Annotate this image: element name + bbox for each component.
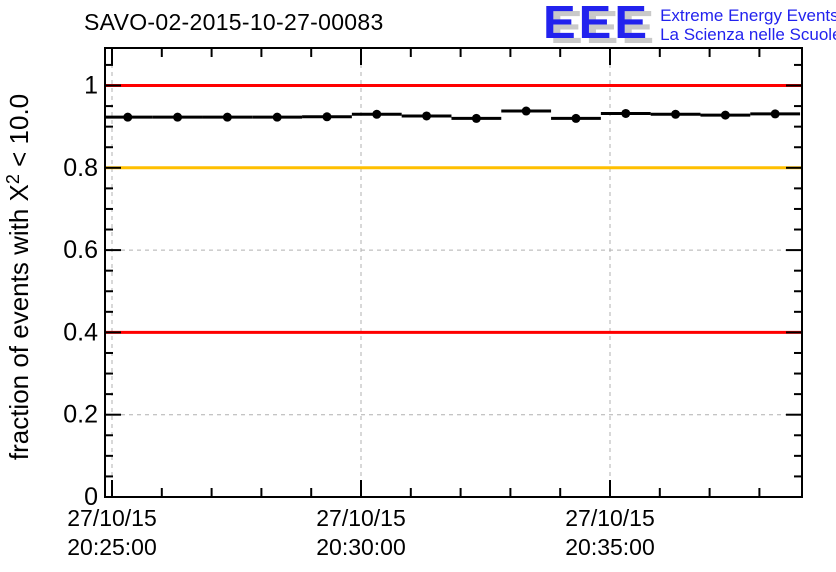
grid-lines	[105, 48, 802, 497]
data-series	[105, 106, 801, 123]
data-point	[621, 108, 631, 118]
data-point	[720, 110, 730, 120]
x-tick-label-date: 27/10/15	[316, 505, 406, 531]
y-tick-label: 0.2	[63, 401, 98, 429]
x-tick-label-time: 20:30:00	[316, 534, 406, 560]
y-axis-title-text: fraction of events with X2 < 10.0	[3, 94, 34, 460]
data-point	[571, 113, 581, 123]
axes-frame	[104, 47, 803, 498]
y-tick-label: 1	[84, 72, 98, 100]
y-tick-label: 0.4	[63, 318, 98, 346]
eee-logo-letters: EEE	[543, 0, 651, 49]
data-point	[521, 106, 531, 116]
data-point	[123, 112, 133, 122]
logo-tagline-1: Extreme Energy Events	[660, 6, 836, 25]
x-tick-label-date: 27/10/15	[67, 505, 157, 531]
data-point	[372, 109, 382, 119]
x-tick-label-date: 27/10/15	[565, 505, 655, 531]
axis-tick-labels: 0 0.2 0.4 0.6 0.8 1 27/10/15 20:25:00 27/10/15 20…	[63, 72, 655, 561]
logo-tagline-2: La Scienza nelle Scuole	[660, 25, 836, 44]
axis-ticks	[105, 48, 802, 498]
plot-frame	[104, 47, 803, 498]
y-tick-label: 0.8	[63, 154, 98, 182]
data-point	[272, 112, 282, 122]
x-tick-label-time: 20:25:00	[67, 534, 157, 560]
y-tick-label: 0	[84, 483, 98, 511]
data-point	[222, 112, 232, 122]
data-point	[322, 112, 332, 122]
eee-logo-text: Extreme Energy Events La Scienza nelle S…	[660, 3, 836, 44]
data-point	[173, 112, 183, 122]
eee-logo: EEE Extreme Energy Events La Scienza nel…	[543, 0, 836, 49]
x-tick-label-time: 20:35:00	[565, 534, 655, 560]
data-point	[671, 109, 681, 119]
plot-title: SAVO-02-2015-10-27-00083	[84, 9, 384, 35]
y-tick-label: 0.6	[63, 236, 98, 264]
data-point	[471, 113, 481, 123]
y-axis-title: fraction of events with X2 < 10.0	[3, 94, 34, 460]
data-point	[770, 109, 780, 119]
reference-lines	[105, 84, 802, 334]
data-point	[422, 111, 432, 121]
